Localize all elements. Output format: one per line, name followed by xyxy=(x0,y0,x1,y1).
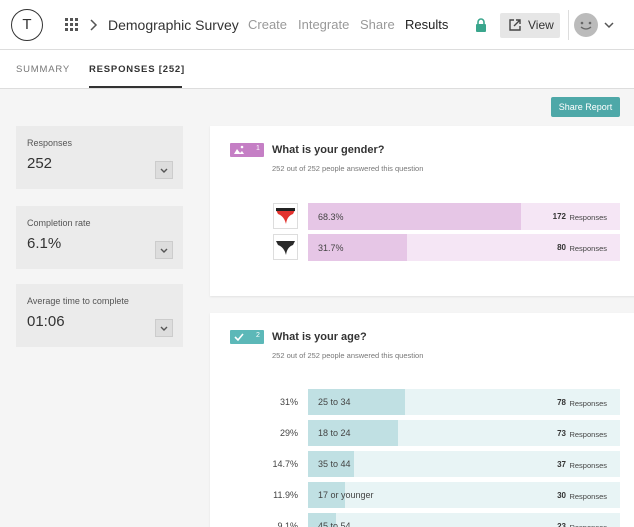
option-label: 35 to 44 xyxy=(318,459,351,469)
percent-label: 31.7% xyxy=(318,243,344,253)
bar xyxy=(308,513,337,527)
stat-label: Average time to complete xyxy=(27,296,129,306)
avatar[interactable] xyxy=(573,12,621,38)
count-unit: Responses xyxy=(569,461,607,470)
count: 30 xyxy=(557,491,566,500)
nav-item[interactable]: Share xyxy=(360,17,395,32)
count-unit: Responses xyxy=(569,492,607,501)
question-answered: 252 out of 252 people answered this ques… xyxy=(272,164,424,173)
count-unit: Responses xyxy=(569,399,607,408)
stat-label: Completion rate xyxy=(27,218,91,228)
bar xyxy=(308,203,522,230)
stat-value: 6.1% xyxy=(27,235,62,252)
percent-label: 9.1% xyxy=(277,521,298,527)
dropdown[interactable] xyxy=(155,319,173,337)
count: 73 xyxy=(557,429,566,438)
count: 80 xyxy=(557,243,566,252)
count-unit: Responses xyxy=(569,523,607,527)
option-label: 45 to 54 xyxy=(318,521,351,527)
bar-track xyxy=(308,513,620,527)
caret xyxy=(160,168,168,173)
option-label: 18 to 24 xyxy=(318,428,351,438)
count-unit: Responses xyxy=(569,244,607,253)
stat-value: 01:06 xyxy=(27,313,65,330)
bar xyxy=(308,451,354,477)
chevron-right xyxy=(90,19,98,31)
percent-label: 14.7% xyxy=(272,459,298,469)
divider xyxy=(568,10,569,40)
answer-image xyxy=(273,203,298,229)
answer-image xyxy=(273,234,298,260)
bar xyxy=(308,389,405,415)
percent-label: 68.3% xyxy=(318,212,344,222)
option-label: 17 or younger xyxy=(318,490,374,500)
bar xyxy=(308,482,346,508)
bar-track xyxy=(308,482,620,508)
count-unit: Responses xyxy=(569,430,607,439)
nav-item[interactable]: Integrate xyxy=(298,17,350,32)
question-title: What is your age? xyxy=(272,331,367,343)
tab[interactable]: RESPONSES [252] xyxy=(89,64,185,75)
question-badge xyxy=(230,330,264,344)
option-label: 25 to 34 xyxy=(318,397,351,407)
share-button[interactable]: Share Report xyxy=(551,97,620,117)
underwear-icon xyxy=(276,241,295,255)
percent-label: 31% xyxy=(279,397,298,407)
check-icon xyxy=(234,333,244,342)
count: 172 xyxy=(552,212,566,221)
bar xyxy=(308,234,407,261)
tab[interactable]: SUMMARY xyxy=(16,64,70,75)
stat-label: Responses xyxy=(27,138,73,148)
dropdown[interactable] xyxy=(155,161,173,179)
count: 37 xyxy=(557,460,566,469)
logo[interactable]: T xyxy=(11,9,43,41)
external-icon xyxy=(509,19,521,31)
question-badge xyxy=(230,143,264,157)
count: 23 xyxy=(557,522,566,527)
nav-item[interactable]: Results xyxy=(405,17,449,32)
question-title: What is your gender? xyxy=(272,144,385,156)
lock-icon xyxy=(476,18,486,32)
question-number: 1 xyxy=(256,145,260,152)
caret xyxy=(160,326,168,331)
image-icon xyxy=(234,145,244,154)
nav-item[interactable]: Create xyxy=(248,17,288,32)
view-label: View xyxy=(528,18,554,32)
percent-label: 29% xyxy=(279,428,298,438)
bar-track xyxy=(308,451,620,477)
stat-value: 252 xyxy=(27,155,53,172)
question-answered: 252 out of 252 people answered this ques… xyxy=(272,351,424,360)
caret xyxy=(160,248,168,253)
count-unit: Responses xyxy=(569,213,607,222)
question-number: 2 xyxy=(256,332,260,339)
survey-title: Demographic Survey xyxy=(108,17,239,33)
apps-icon[interactable] xyxy=(65,18,79,32)
dropdown[interactable] xyxy=(155,241,173,259)
tab-bar xyxy=(0,50,634,89)
tab-underline xyxy=(89,86,182,88)
underwear-icon xyxy=(276,208,295,224)
bar xyxy=(308,420,399,446)
percent-label: 11.9% xyxy=(273,490,298,500)
count: 78 xyxy=(557,398,566,407)
